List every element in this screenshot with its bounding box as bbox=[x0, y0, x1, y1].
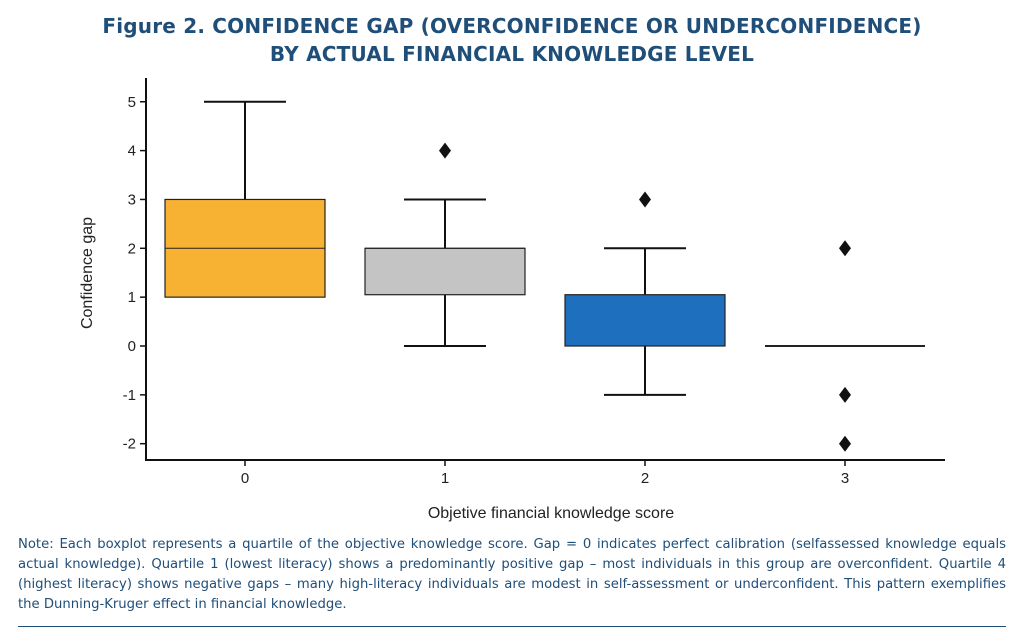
x-axis-label: Objetive financial knowledge score bbox=[428, 505, 674, 522]
y-tick-label: 3 bbox=[128, 191, 136, 208]
box-group-0 bbox=[164, 100, 326, 298]
bottom-divider bbox=[18, 626, 1006, 627]
y-tick-label: 4 bbox=[128, 143, 136, 160]
x-tick-label: 1 bbox=[441, 470, 449, 487]
box-iqr bbox=[364, 247, 526, 296]
y-tick-label: 1 bbox=[128, 289, 136, 306]
y-tick-label: 0 bbox=[128, 338, 136, 355]
box-group-1 bbox=[364, 142, 526, 347]
y-tick-label: -1 bbox=[123, 387, 136, 404]
figure-title-line-1: Figure 2. CONFIDENCE GAP (OVERCONFIDENCE… bbox=[102, 14, 922, 38]
outlier-point bbox=[839, 240, 851, 257]
outlier-point bbox=[439, 142, 451, 159]
y-tick-label: 5 bbox=[128, 94, 136, 111]
outlier-point bbox=[839, 435, 851, 452]
outlier-point bbox=[839, 386, 851, 403]
box-group-2 bbox=[564, 191, 726, 396]
chart-boxes bbox=[164, 100, 925, 452]
x-tick-label: 0 bbox=[241, 470, 249, 487]
y-tick-label: -2 bbox=[123, 436, 136, 453]
box-group-3 bbox=[765, 240, 925, 452]
y-axis-label: Confidence gap bbox=[79, 217, 96, 329]
x-tick-label: 3 bbox=[841, 470, 849, 487]
boxplot-chart: -2 -1 0 1 2 3 4 5 0 1 2 3 Confidence gap Objetive f… bbox=[79, 78, 945, 522]
figure-note: Note: Each boxplot represents a quartile… bbox=[18, 537, 1006, 612]
figure-title: Figure 2. CONFIDENCE GAP (OVERCONFIDENCE… bbox=[0, 12, 1024, 68]
x-tick-label: 2 bbox=[641, 470, 649, 487]
chart-axes: -2 -1 0 1 2 3 4 5 0 1 2 3 bbox=[123, 78, 945, 487]
figure-title-line-2: BY ACTUAL FINANCIAL KNOWLEDGE LEVEL bbox=[269, 42, 755, 66]
box-iqr bbox=[564, 294, 726, 347]
y-tick-label: 2 bbox=[128, 240, 136, 257]
outlier-point bbox=[639, 191, 651, 208]
